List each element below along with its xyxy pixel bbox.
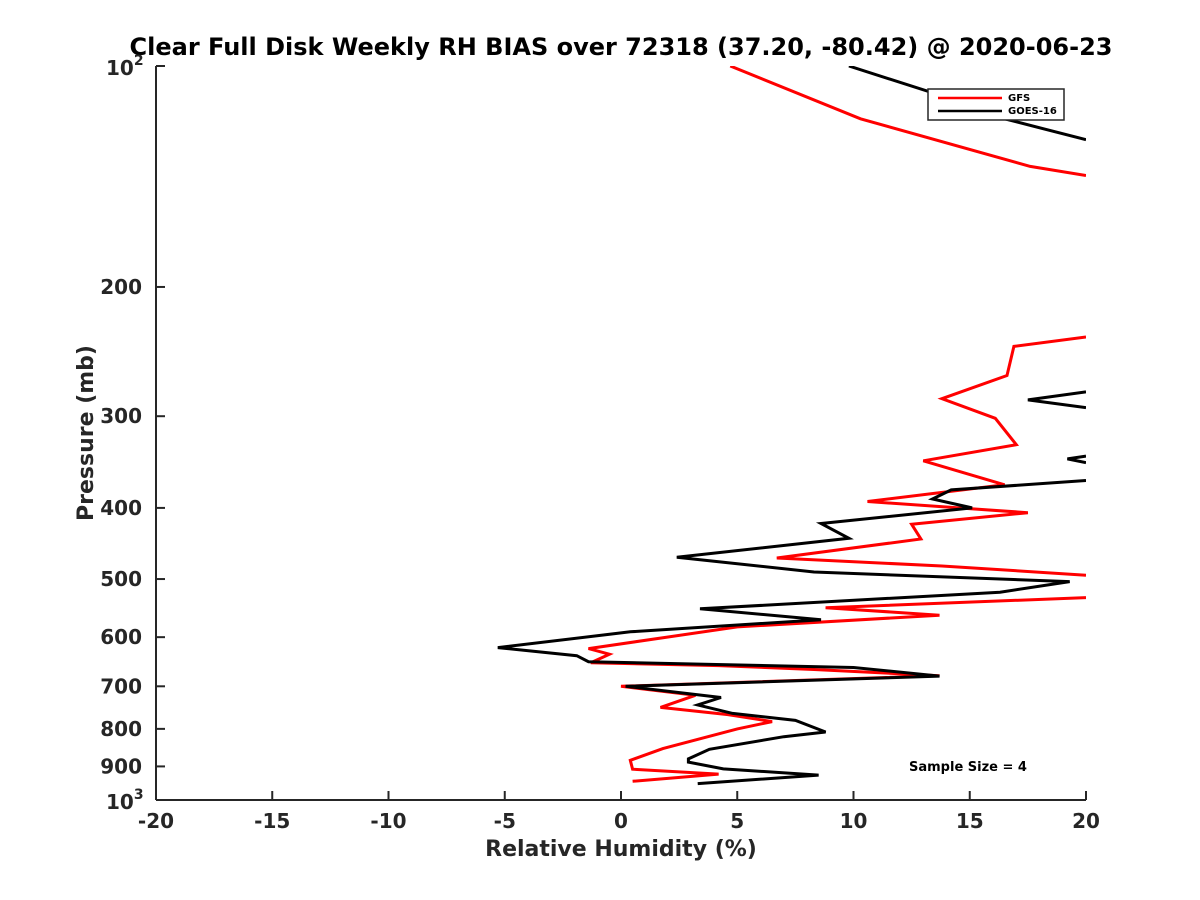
legend: GFS GOES-16 (927, 88, 1065, 121)
legend-box (927, 88, 1065, 121)
sample-size-annotation: Sample Size = 4 (909, 760, 1027, 775)
y-tick-label: 200 (100, 275, 142, 299)
legend-label-goes16: GOES-16 (1008, 106, 1057, 117)
x-tick-label: -5 (494, 809, 516, 833)
x-tick-label: 10 (840, 809, 868, 833)
y-tick-label: 600 (100, 625, 142, 649)
legend-label-gfs: GFS (1008, 93, 1030, 104)
x-tick-label: -10 (370, 809, 406, 833)
y-tick-label: 800 (100, 717, 142, 741)
y-tick-label: 103 (106, 787, 144, 814)
y-tick-label: 300 (100, 404, 142, 428)
x-ticks: -20 -15 -10 -5 0 5 10 15 20 (138, 791, 1100, 833)
series-line-goes16 (497, 66, 1086, 786)
y-tick-label: 700 (100, 674, 142, 698)
y-tick-base: 10 (106, 790, 134, 814)
axes (155, 66, 1086, 801)
y-tick-label: 900 (100, 754, 142, 778)
chart-title: Clear Full Disk Weekly RH BIAS over 7231… (130, 33, 1113, 61)
y-tick-label: 500 (100, 567, 142, 591)
x-tick-label: 20 (1072, 809, 1100, 833)
x-tick-label: -20 (138, 809, 174, 833)
x-tick-label: 5 (730, 809, 744, 833)
series-layer (497, 66, 1086, 786)
y-tick-base: 10 (106, 56, 134, 80)
y-tick-label: 102 (106, 53, 144, 80)
y-tick-exponent: 3 (134, 787, 144, 803)
x-tick-label: 0 (614, 809, 628, 833)
x-axis-label: Relative Humidity (%) (485, 837, 757, 862)
series-line-gfs (588, 66, 1086, 783)
y-tick-exponent: 2 (134, 53, 144, 69)
x-tick-label: -15 (254, 809, 290, 833)
y-tick-label: 400 (100, 496, 142, 520)
x-tick-label: 15 (956, 809, 984, 833)
y-axis-label: Pressure (mb) (74, 345, 99, 521)
